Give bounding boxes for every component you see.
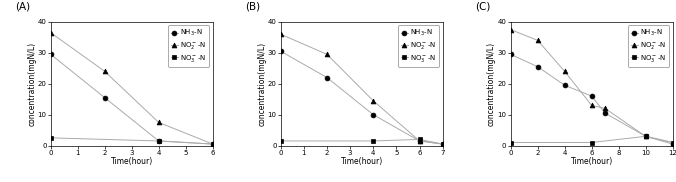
X-axis label: Time(hour): Time(hour) [571,157,612,166]
NO$_2^-$-N [209,143,217,145]
NH$_3$-N [369,114,377,116]
NO$_2^-$-N [101,70,109,72]
NH$_3$-N [101,96,109,99]
Text: (C): (C) [475,2,490,12]
NH$_3$-N [587,95,596,97]
NO$_2^-$-N [533,39,541,41]
NH$_3$-N [669,143,676,145]
NO$_3^-$-N [276,140,285,142]
NH$_3$-N [560,84,569,86]
NH$_3$-N [155,140,163,142]
NO$_2^-$-N [416,140,424,142]
Y-axis label: concentration(mgN/L): concentration(mgN/L) [257,42,266,126]
NO$_2^-$-N [601,107,609,110]
NH$_3$-N [209,143,217,145]
NH$_3$-N [439,143,447,145]
Text: (A): (A) [15,2,30,12]
NO$_3^-$-N [369,140,377,142]
NO$_2^-$-N [47,31,55,34]
Legend: NH$_3$-N, NO$_2^-$-N, NO$_3^-$-N: NH$_3$-N, NO$_2^-$-N, NO$_3^-$-N [398,25,439,67]
NO$_3^-$-N [416,138,424,141]
Legend: NH$_3$-N, NO$_2^-$-N, NO$_3^-$-N: NH$_3$-N, NO$_2^-$-N, NO$_3^-$-N [628,25,669,67]
NO$_2^-$-N [560,70,569,72]
NH$_3$-N [506,53,514,55]
NO$_2^-$-N [587,104,596,106]
Y-axis label: concentration(mgN/L): concentration(mgN/L) [27,42,36,126]
NO$_3^-$-N [587,141,596,144]
NO$_2^-$-N [155,121,163,123]
NO$_3^-$-N [506,141,514,144]
X-axis label: Time(hour): Time(hour) [111,157,153,166]
Line: NO$_2^-$-N: NO$_2^-$-N [48,30,215,147]
NO$_3^-$-N [155,140,163,142]
NO$_2^-$-N [439,143,447,145]
NO$_3^-$-N [209,143,217,145]
NO$_2^-$-N [669,141,676,144]
NO$_3^-$-N [669,141,676,144]
NO$_2^-$-N [642,135,650,137]
NH$_3$-N [276,50,285,52]
Line: NO$_2^-$-N: NO$_2^-$-N [279,32,445,147]
NH$_3$-N [47,53,55,55]
NH$_3$-N [323,76,331,79]
NO$_2^-$-N [323,53,331,55]
NO$_2^-$-N [506,28,514,31]
Line: NO$_3^-$-N: NO$_3^-$-N [508,134,675,145]
Line: NH$_3$-N: NH$_3$-N [508,52,675,147]
NH$_3$-N [642,135,650,137]
X-axis label: Time(hour): Time(hour) [341,157,383,166]
NO$_2^-$-N [369,100,377,102]
NH$_3$-N [533,66,541,68]
Text: (B): (B) [245,2,260,12]
Legend: NH$_3$-N, NO$_2^-$-N, NO$_3^-$-N: NH$_3$-N, NO$_2^-$-N, NO$_3^-$-N [168,25,209,67]
NH$_3$-N [416,140,424,142]
Y-axis label: concentration(mgN/L): concentration(mgN/L) [487,42,496,126]
Line: NH$_3$-N: NH$_3$-N [279,49,445,147]
Line: NH$_3$-N: NH$_3$-N [48,52,215,147]
NH$_3$-N [601,112,609,114]
NO$_2^-$-N [276,33,285,35]
NO$_3^-$-N [47,137,55,139]
NO$_3^-$-N [439,143,447,145]
Line: NO$_3^-$-N: NO$_3^-$-N [279,137,445,147]
Line: NO$_2^-$-N: NO$_2^-$-N [508,27,675,145]
NO$_3^-$-N [642,135,650,137]
Line: NO$_3^-$-N: NO$_3^-$-N [48,135,215,147]
